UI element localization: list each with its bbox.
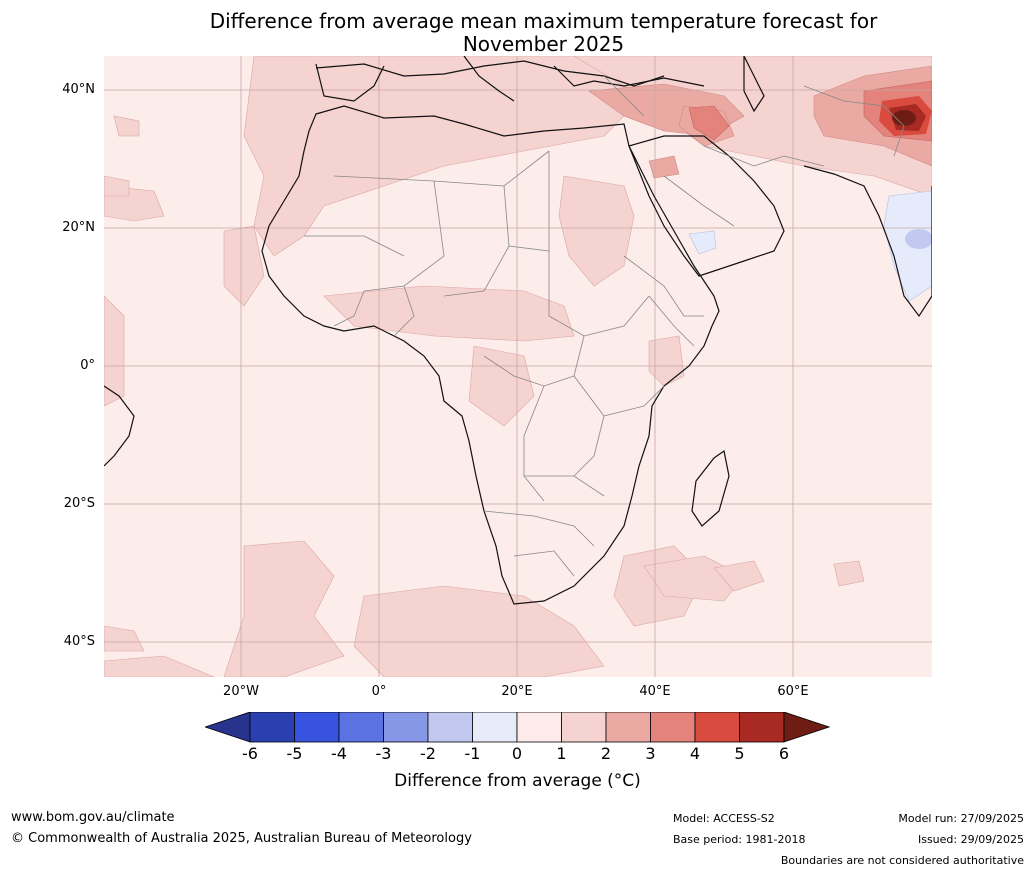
country-borders	[304, 75, 905, 577]
colorbar-tick-label: -3	[375, 744, 392, 763]
footer-issued: Issued: 29/09/2025	[917, 833, 1024, 846]
colorbar-segment	[739, 711, 785, 743]
chart-title: Difference from average mean maximum tem…	[0, 10, 1035, 56]
colorbar-svg	[203, 711, 831, 743]
colorbar-tick-label: 2	[600, 744, 612, 763]
colorbar-tick-label: 3	[645, 744, 656, 763]
lat-label-equator: 0°	[80, 358, 95, 373]
lon-label-20e: 20°E	[501, 684, 533, 699]
footer-base-period: Base period: 1981-2018	[673, 833, 806, 846]
colorbar-extend-low	[203, 711, 251, 743]
footer-website[interactable]: www.bom.gov.au/climate	[11, 810, 175, 825]
colorbar-tick-label: -5	[286, 744, 303, 763]
footer-copyright: © Commonwealth of Australia 2025, Austra…	[11, 831, 472, 846]
colorbar-segment	[249, 711, 295, 743]
colorbar-segment	[561, 711, 607, 743]
colorbar-tick-label: 0	[511, 744, 523, 763]
colorbar-segment	[694, 711, 740, 743]
colorbar-tick-label: 6	[778, 744, 790, 763]
colorbar-segment	[427, 711, 473, 743]
footer-disclaimer: Boundaries are not considered authoritat…	[780, 854, 1024, 867]
map-svg	[104, 56, 932, 677]
anomaly-hotspot	[879, 96, 932, 136]
lat-label-20s: 20°S	[63, 496, 95, 511]
graticule	[104, 56, 932, 677]
colorbar-segment	[383, 711, 429, 743]
colorbar-tick-label: -4	[331, 744, 347, 763]
colorbar-tick-label: -6	[242, 744, 258, 763]
footer-model-run: Model run: 27/09/2025	[898, 812, 1024, 825]
lat-label-20n: 20°N	[62, 220, 95, 235]
lon-label-60e: 60°E	[777, 684, 809, 699]
lon-label-0: 0°	[371, 684, 387, 699]
coastlines	[104, 56, 932, 605]
colorbar-label: Difference from average (°C)	[394, 771, 641, 791]
colorbar-segment	[516, 711, 562, 743]
lat-label-40n: 40°N	[62, 82, 95, 97]
colorbar-segment	[472, 711, 518, 743]
colorbar-tick-label: -1	[464, 744, 481, 763]
colorbar-segment	[605, 711, 651, 743]
colorbar-segment	[294, 711, 340, 743]
title-line-1: Difference from average mean maximum tem…	[209, 9, 878, 33]
colorbar-segment	[650, 711, 696, 743]
title-line-2: November 2025	[462, 32, 625, 56]
anomaly-negative-patches	[688, 190, 932, 302]
colorbar-segment	[338, 711, 384, 743]
lon-label-40e: 40°E	[639, 684, 671, 699]
lon-label-20w: 20°W	[223, 684, 259, 699]
colorbar-tick-label: -2	[420, 744, 436, 763]
forecast-map	[104, 56, 932, 677]
lat-label-40s: 40°S	[63, 634, 95, 649]
colorbar-extend-high	[783, 711, 831, 743]
colorbar	[203, 711, 831, 748]
colorbar-tick-label: 4	[689, 744, 701, 763]
colorbar-tick-label: 1	[556, 744, 567, 763]
footer-model: Model: ACCESS-S2	[673, 812, 775, 825]
colorbar-tick-label: 5	[734, 744, 745, 763]
